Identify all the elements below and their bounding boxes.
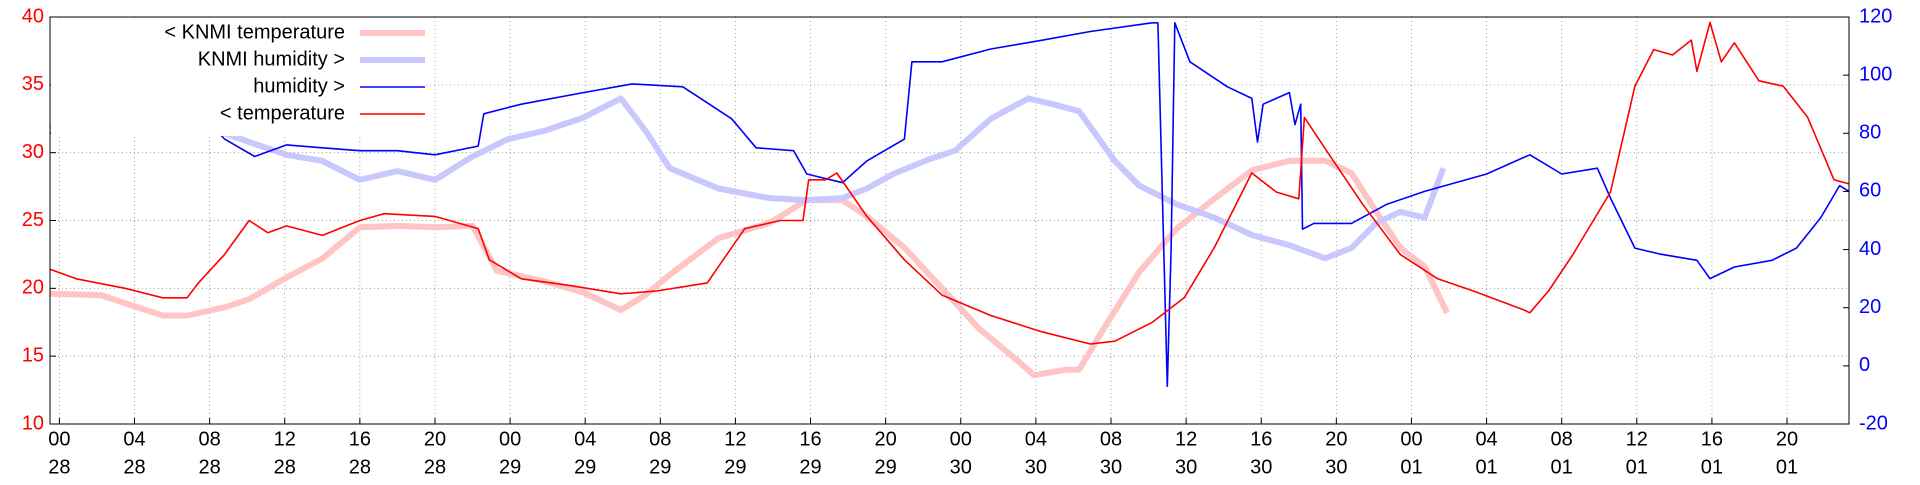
- x-tick-label: 28: [424, 456, 446, 478]
- x-tick-label: 01: [1701, 456, 1723, 478]
- y2-tick-label: 40: [1859, 238, 1881, 260]
- legend-label: < KNMI temperature: [164, 21, 345, 43]
- x-tick-label: 16: [1701, 428, 1723, 450]
- x-tick-label: 30: [950, 456, 972, 478]
- y2-tick-label: 80: [1859, 122, 1881, 144]
- axes: 10 15 20 25 30 35 40 -20 0 20 40 60 80 100 120 00 28 04 28…: [22, 5, 1893, 478]
- x-tick-label: 30: [1325, 456, 1347, 478]
- x-tick-label: 12: [274, 428, 296, 450]
- x-tick-label: 30: [1175, 456, 1197, 478]
- x-tick-label: 00: [499, 428, 521, 450]
- x-tick-label: 08: [198, 428, 220, 450]
- x-tick-label: 01: [1776, 456, 1798, 478]
- legend: < KNMI temperature KNMI humidity > humidit…: [51, 18, 426, 136]
- y2-tick-label: 60: [1859, 180, 1881, 202]
- x-tick-label: 29: [875, 456, 897, 478]
- y2-tick-label: 0: [1859, 354, 1870, 376]
- x-tick-label: 30: [1100, 456, 1122, 478]
- x-tick-label: 20: [875, 428, 897, 450]
- x-tick-label: 16: [799, 428, 821, 450]
- x-tick-label: 01: [1626, 456, 1648, 478]
- x-tick-label: 29: [799, 456, 821, 478]
- x-tick-label: 08: [649, 428, 671, 450]
- y-tick-label: 15: [22, 344, 44, 366]
- x-tick-label: 29: [724, 456, 746, 478]
- x-tick-label: 28: [48, 456, 70, 478]
- x-tick-label: 08: [1100, 428, 1122, 450]
- x-tick-label: 12: [724, 428, 746, 450]
- y-tick-label: 10: [22, 412, 44, 434]
- x-tick-label: 04: [123, 428, 145, 450]
- x-tick-label: 28: [274, 456, 296, 478]
- y-tick-label: 25: [22, 209, 44, 231]
- x-tick-label: 00: [1400, 428, 1422, 450]
- x-tick-label: 29: [499, 456, 521, 478]
- y2-tick-label: 20: [1859, 296, 1881, 318]
- x-tick-label: 04: [574, 428, 596, 450]
- y-tick-label: 20: [22, 277, 44, 299]
- y-tick-label: 40: [22, 5, 44, 27]
- series-line: [49, 95, 1447, 262]
- x-tick-label: 08: [1551, 428, 1573, 450]
- x-tick-label: 04: [1475, 428, 1497, 450]
- x-tick-label: 28: [123, 456, 145, 478]
- x-tick-label: 04: [1025, 428, 1047, 450]
- y-tick-label: 30: [22, 141, 44, 163]
- x-tick-label: 01: [1475, 456, 1497, 478]
- x-tick-label: 12: [1626, 428, 1648, 450]
- legend-label: < temperature: [220, 102, 345, 124]
- legend-label: humidity >: [253, 75, 345, 97]
- series-line: [49, 22, 1850, 387]
- x-tick-label: 12: [1175, 428, 1197, 450]
- x-tick-label: 29: [574, 456, 596, 478]
- series-line: [49, 21, 1850, 345]
- x-tick-label: 28: [198, 456, 220, 478]
- x-tick-label: 30: [1250, 456, 1272, 478]
- x-tick-label: 28: [349, 456, 371, 478]
- x-tick-label: 29: [649, 456, 671, 478]
- y2-tick-label: -20: [1859, 412, 1888, 434]
- x-tick-label: 16: [349, 428, 371, 450]
- y2-tick-label: 120: [1859, 5, 1892, 27]
- x-tick-label: 01: [1551, 456, 1573, 478]
- x-tick-label: 00: [48, 428, 70, 450]
- y2-tick-label: 100: [1859, 63, 1892, 85]
- y-tick-label: 35: [22, 73, 44, 95]
- x-tick-label: 01: [1400, 456, 1422, 478]
- x-tick-label: 20: [424, 428, 446, 450]
- x-tick-label: 16: [1250, 428, 1272, 450]
- x-tick-label: 30: [1025, 456, 1047, 478]
- x-tick-label: 20: [1776, 428, 1798, 450]
- legend-box: [51, 18, 426, 136]
- plot-area: [49, 21, 1850, 387]
- x-tick-label: 20: [1325, 428, 1347, 450]
- legend-label: KNMI humidity >: [198, 48, 345, 70]
- x-tick-label: 00: [950, 428, 972, 450]
